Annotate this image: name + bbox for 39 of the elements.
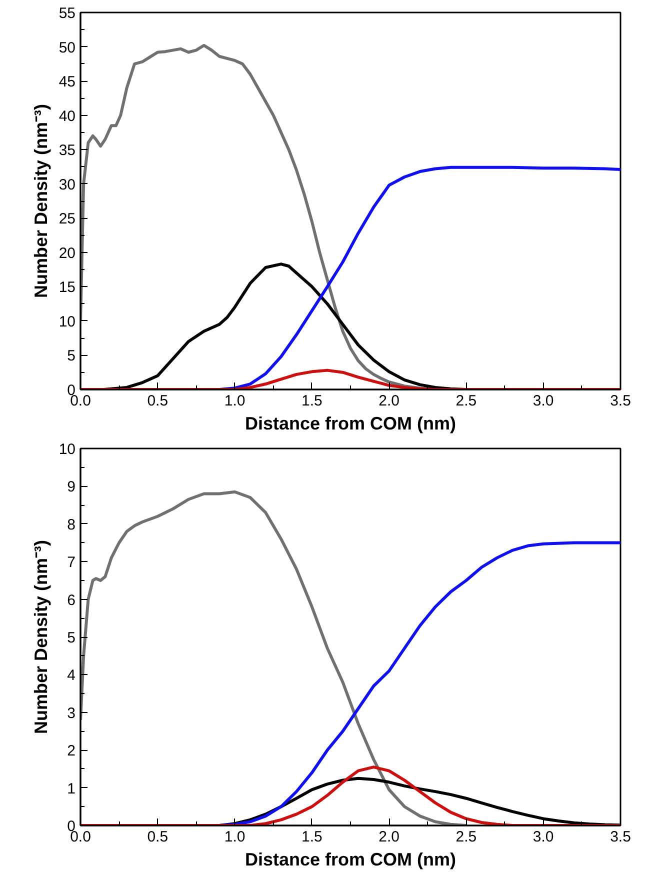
x-tick-label: 2.0 xyxy=(378,828,400,846)
y-tick-label: 25 xyxy=(58,210,76,228)
y-tick-label: 6 xyxy=(67,592,76,609)
y-tick-label: 9 xyxy=(67,478,76,496)
x-tick-label: 2.5 xyxy=(456,828,477,846)
y-tick-label: 8 xyxy=(67,516,76,534)
y-tick-label: 40 xyxy=(58,108,76,125)
x-tick-label: 0.5 xyxy=(147,828,168,846)
x-tick-label: 2.5 xyxy=(456,392,477,410)
x-tick-label: 1.0 xyxy=(224,392,246,410)
y-axis-title: Number Density (nm⁻³) xyxy=(30,540,51,734)
y-tick-label: 10 xyxy=(58,313,76,330)
y-tick-label: 1 xyxy=(67,780,76,798)
x-tick-label: 3.0 xyxy=(532,828,554,846)
y-tick-label: 4 xyxy=(67,667,76,684)
y-tick-label: 7 xyxy=(67,554,76,572)
x-tick-label: 3.5 xyxy=(610,392,631,410)
y-tick-label: 15 xyxy=(58,279,76,296)
y-tick-label: 55 xyxy=(58,5,76,22)
y-tick-label: 10 xyxy=(58,441,76,458)
y-tick-label: 5 xyxy=(67,348,76,365)
y-tick-label: 3 xyxy=(67,704,76,722)
x-tick-label: 1.5 xyxy=(302,392,322,410)
x-tick-label: 2.0 xyxy=(378,392,400,410)
y-tick-label: 2 xyxy=(67,742,76,760)
x-tick-label: 3.0 xyxy=(532,392,554,410)
x-axis-title: Distance from COM (nm) xyxy=(244,414,456,434)
x-axis-title: Distance from COM (nm) xyxy=(244,850,456,870)
y-tick-label: 20 xyxy=(58,244,76,262)
x-tick-label: 1.0 xyxy=(224,828,246,846)
y-tick-label: 50 xyxy=(58,39,76,56)
x-tick-label: 1.5 xyxy=(302,828,322,846)
x-tick-label: 0.5 xyxy=(147,392,168,410)
x-tick-label: 3.5 xyxy=(610,828,631,846)
y-tick-label: 5 xyxy=(67,630,76,646)
y-tick-label: 30 xyxy=(58,176,76,194)
y-tick-label: 35 xyxy=(58,142,76,160)
y-tick-label: 45 xyxy=(58,74,76,91)
y-axis-title: Number Density (nm⁻³) xyxy=(30,104,51,298)
